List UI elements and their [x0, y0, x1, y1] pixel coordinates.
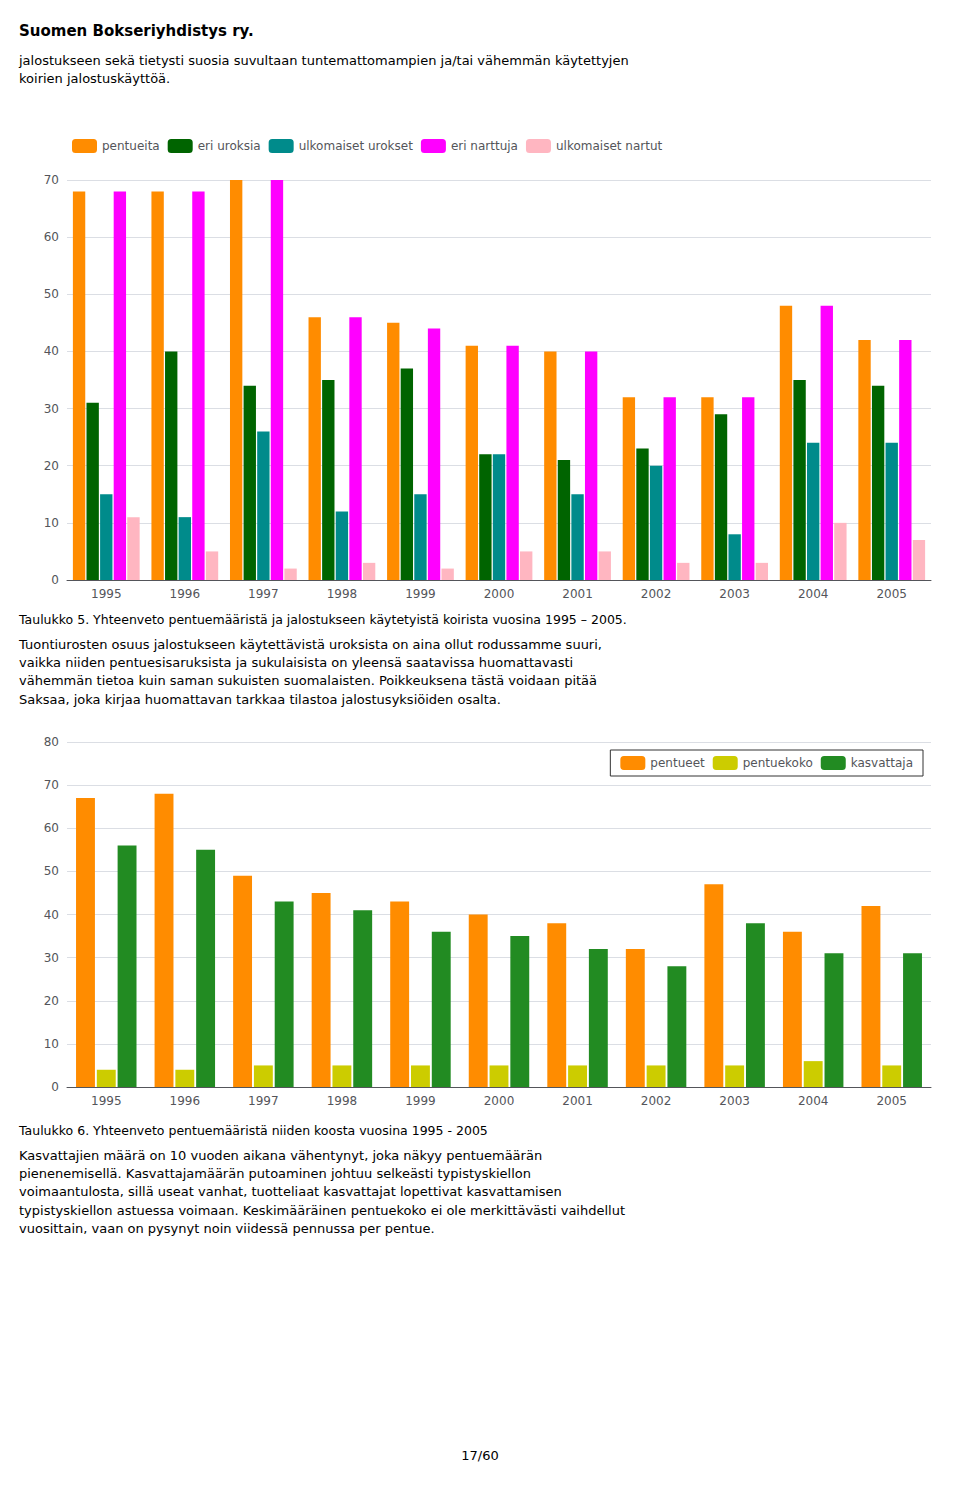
svg-text:2004: 2004: [798, 587, 829, 601]
svg-text:10: 10: [44, 1037, 59, 1051]
svg-text:2000: 2000: [484, 1094, 515, 1108]
svg-text:1999: 1999: [405, 587, 436, 601]
svg-text:ulkomaiset urokset: ulkomaiset urokset: [299, 139, 414, 153]
svg-text:pentueet: pentueet: [650, 756, 705, 770]
svg-text:kasvattaja: kasvattaja: [851, 756, 913, 770]
svg-text:1995: 1995: [91, 1094, 122, 1108]
svg-text:0: 0: [51, 573, 59, 587]
svg-text:2003: 2003: [719, 1094, 750, 1108]
html-text:Taulukko 5. Yhteenveto pentuem: Taulukko 5. Yhteenveto pentuemääristä ja…: [19, 612, 627, 627]
svg-text:30: 30: [44, 951, 59, 965]
html-text:Suomen Bokseriyhdistys ry.: Suomen Bokseriyhdistys ry.: [19, 22, 254, 40]
svg-text:40: 40: [44, 344, 59, 358]
svg-text:1997: 1997: [248, 1094, 279, 1108]
svg-text:60: 60: [44, 821, 59, 835]
svg-text:2005: 2005: [876, 1094, 907, 1108]
svg-text:eri uroksia: eri uroksia: [198, 139, 261, 153]
svg-text:50: 50: [44, 864, 59, 878]
html-text:jalostukseen sekä tietysti suo: jalostukseen sekä tietysti suosia suvult…: [19, 53, 629, 87]
svg-text:1997: 1997: [248, 587, 279, 601]
svg-text:40: 40: [44, 908, 59, 922]
svg-text:60: 60: [44, 230, 59, 244]
svg-text:2001: 2001: [562, 1094, 593, 1108]
svg-text:2003: 2003: [719, 587, 750, 601]
svg-text:2000: 2000: [484, 587, 515, 601]
svg-text:ulkomaiset nartut: ulkomaiset nartut: [556, 139, 663, 153]
svg-text:2005: 2005: [876, 587, 907, 601]
svg-text:20: 20: [44, 459, 59, 473]
svg-text:1995: 1995: [91, 587, 122, 601]
html-text:Kasvattajien määrä on 10 vuode: Kasvattajien määrä on 10 vuoden aikana v…: [19, 1148, 625, 1236]
svg-text:eri narttuja: eri narttuja: [451, 139, 518, 153]
svg-text:20: 20: [44, 994, 59, 1008]
svg-text:30: 30: [44, 402, 59, 416]
svg-text:2001: 2001: [562, 587, 593, 601]
svg-text:70: 70: [44, 778, 59, 792]
svg-text:pentuekoko: pentuekoko: [743, 756, 813, 770]
svg-text:1998: 1998: [327, 587, 358, 601]
svg-text:1996: 1996: [170, 587, 201, 601]
svg-text:0: 0: [51, 1080, 59, 1094]
html-text:17/60: 17/60: [461, 1448, 499, 1463]
svg-text:2002: 2002: [641, 587, 672, 601]
svg-text:1998: 1998: [327, 1094, 358, 1108]
html-text:Taulukko 6. Yhteenveto pentuem: Taulukko 6. Yhteenveto pentuemääristä ni…: [19, 1123, 488, 1138]
svg-text:pentueita: pentueita: [102, 139, 160, 153]
html-text:Tuontiurosten osuus jalostukse: Tuontiurosten osuus jalostukseen käytett…: [19, 637, 602, 707]
svg-text:80: 80: [44, 735, 59, 749]
svg-text:70: 70: [44, 173, 59, 187]
svg-text:50: 50: [44, 287, 59, 301]
svg-text:10: 10: [44, 516, 59, 530]
svg-text:2002: 2002: [641, 1094, 672, 1108]
svg-text:1996: 1996: [170, 1094, 201, 1108]
svg-text:2004: 2004: [798, 1094, 829, 1108]
svg-text:1999: 1999: [405, 1094, 436, 1108]
